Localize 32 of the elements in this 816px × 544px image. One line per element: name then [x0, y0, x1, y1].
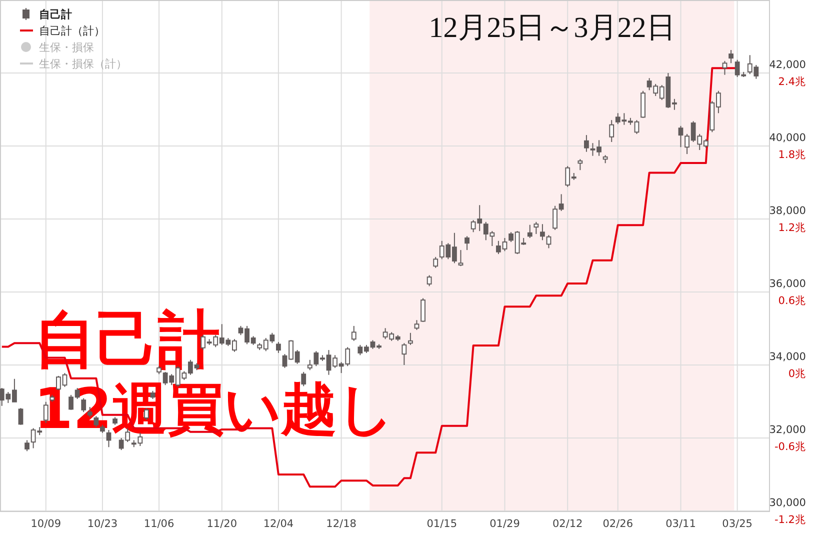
x-tick-label: 11/06 [144, 518, 174, 530]
y-tick-label: 34,000 [769, 351, 806, 363]
x-tick-label: 03/11 [666, 518, 696, 530]
x-tick-label: 01/29 [490, 518, 520, 530]
y2-tick-label: 2.4兆 [778, 75, 806, 88]
y-tick-label: 40,000 [769, 132, 806, 144]
y2-tick-label: 0.6兆 [778, 294, 806, 307]
y-tick-label: 38,000 [769, 205, 806, 217]
legend-label: 自己計 [39, 8, 72, 21]
y-tick-label: 32,000 [769, 424, 806, 436]
x-tick-label: 03/25 [722, 518, 752, 530]
x-tick-label: 10/09 [30, 518, 62, 530]
y2-tick-label: 0兆 [788, 367, 806, 380]
y2-tick-label: 1.2兆 [778, 221, 806, 234]
x-tick-label: 02/26 [602, 518, 634, 530]
legend-label: 生保・損保 [39, 41, 94, 54]
y-tick-label: 36,000 [769, 278, 806, 290]
x-tick-label: 02/12 [552, 518, 583, 530]
y2-tick-label: 1.8兆 [778, 148, 806, 161]
x-tick-label: 11/20 [206, 518, 238, 530]
annotation: 自己計 [34, 303, 220, 376]
y-tick-label: 30,000 [769, 497, 806, 509]
chart-title: 12月25日～3月22日 [428, 12, 676, 44]
x-tick-label: 10/23 [87, 518, 118, 530]
y2-tick-label: -0.6兆 [774, 440, 806, 453]
y2-tick-label: -1.2兆 [774, 513, 806, 526]
legend-label: 自己計（計） [39, 24, 105, 38]
y-tick-label: 42,000 [769, 59, 806, 71]
x-tick-label: 12/18 [326, 518, 356, 530]
legend-label: 生保・損保（計） [39, 58, 127, 70]
x-tick-label: 01/15 [426, 518, 458, 530]
x-tick-label: 12/04 [263, 518, 294, 530]
